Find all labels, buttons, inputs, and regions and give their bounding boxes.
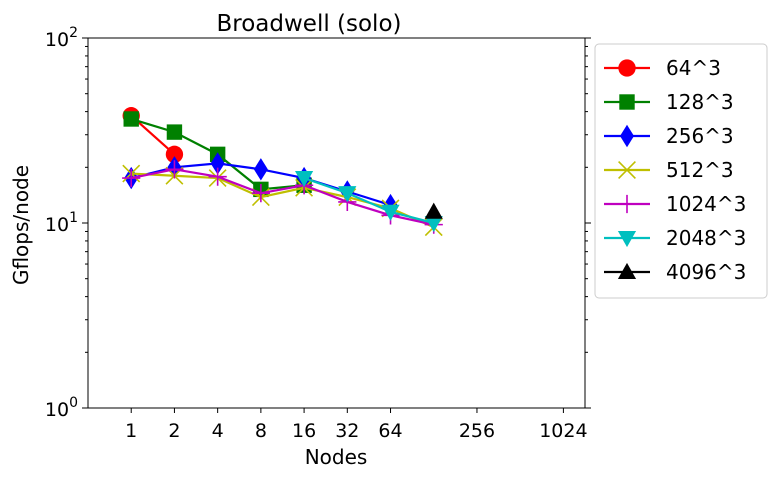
x-tick-label: 32 xyxy=(335,420,359,442)
series-4096^3 xyxy=(424,202,443,219)
data-point xyxy=(253,158,268,181)
y-axis: 100 101 102 xyxy=(45,25,591,421)
legend-item: 512^3 xyxy=(604,158,734,182)
y-tick-label: 102 xyxy=(45,25,78,51)
series-1024^3 xyxy=(122,160,443,234)
data-point xyxy=(294,171,314,188)
legend-item: 128^3 xyxy=(604,90,734,114)
data-point xyxy=(620,124,634,148)
x-tick-label: 64 xyxy=(378,420,402,442)
data-point xyxy=(165,145,184,164)
legend-label: 4096^3 xyxy=(666,260,746,284)
legend-item: 1024^3 xyxy=(604,192,746,216)
data-point xyxy=(208,167,227,186)
legend-frame xyxy=(594,43,768,299)
x-tick-label: 8 xyxy=(255,420,267,442)
data-point xyxy=(165,160,184,179)
data-point xyxy=(618,161,636,179)
data-point xyxy=(617,194,637,214)
data-point xyxy=(424,216,443,233)
legend-label: 256^3 xyxy=(666,124,734,148)
x-tick-label: 1024 xyxy=(539,420,587,442)
x-tick-label: 4 xyxy=(212,420,224,442)
series-2048^3 xyxy=(294,171,443,233)
series-line xyxy=(131,168,434,226)
legend: 64^3 128^3 256^3 512^3 1024^3 2048^3 4096^3 xyxy=(594,43,768,299)
legend-label: 64^3 xyxy=(666,56,721,80)
legend-label: 512^3 xyxy=(666,158,734,182)
data-point xyxy=(166,124,183,140)
plot-frame xyxy=(87,37,586,409)
legend-label: 2048^3 xyxy=(666,226,746,250)
x-tick-label: 1 xyxy=(125,420,137,442)
legend-item: 4096^3 xyxy=(604,260,746,284)
x-tick-label: 16 xyxy=(292,420,316,442)
x-axis: 1 2 4 8 16 32 64 256 1024 xyxy=(125,408,588,442)
data-point xyxy=(424,202,443,219)
legend-item: 256^3 xyxy=(604,124,734,148)
y-axis-label: Gflops/node xyxy=(9,165,33,285)
x-tick-label: 2 xyxy=(168,420,180,442)
data-point xyxy=(122,168,141,188)
legend-item: 64^3 xyxy=(604,56,721,80)
series-line xyxy=(303,176,435,225)
data-point xyxy=(381,204,400,221)
plot-area xyxy=(122,107,443,237)
legend-label: 128^3 xyxy=(666,90,734,114)
y-tick-label: 101 xyxy=(45,210,78,236)
x-tick-label: 256 xyxy=(459,420,495,442)
data-point xyxy=(123,111,139,127)
data-point xyxy=(338,186,357,203)
data-point xyxy=(251,184,270,203)
chart-title: Broadwell (solo) xyxy=(216,11,401,37)
legend-item: 2048^3 xyxy=(604,226,746,250)
y-tick-label: 100 xyxy=(45,395,78,421)
data-point xyxy=(617,231,637,248)
data-point xyxy=(210,152,225,175)
data-point xyxy=(617,262,637,279)
x-axis-label: Nodes xyxy=(305,445,368,469)
data-point xyxy=(619,94,635,110)
data-point xyxy=(618,59,636,77)
legend-label: 1024^3 xyxy=(666,192,746,216)
